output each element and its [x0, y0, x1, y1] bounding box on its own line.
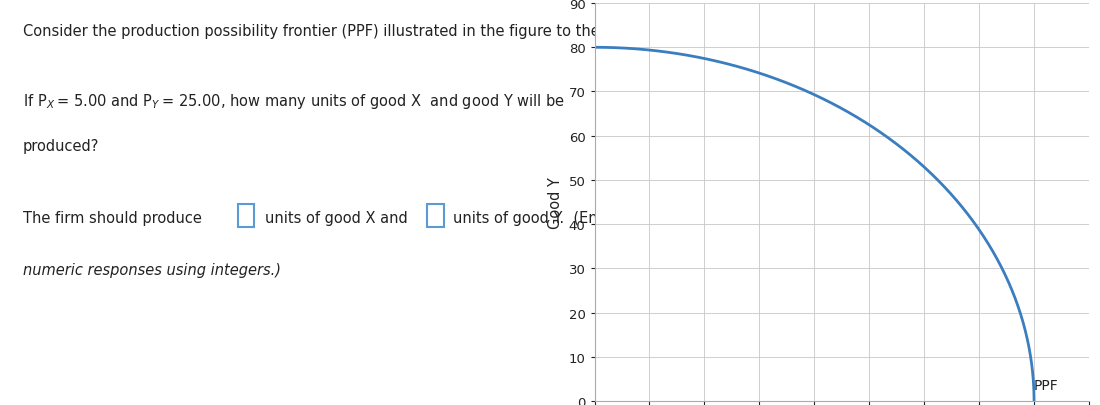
Y-axis label: Good Y: Good Y: [548, 177, 563, 228]
Text: Consider the production possibility frontier (PPF) illustrated in the figure to : Consider the production possibility fron…: [23, 24, 644, 39]
Text: If P$_X$ = 5.00 and P$_Y$ = 25.00, how many units of good X  and good Y will be: If P$_X$ = 5.00 and P$_Y$ = 25.00, how m…: [23, 92, 564, 110]
Text: units of good X and: units of good X and: [265, 211, 408, 226]
Text: units of good Y.  (Enter: units of good Y. (Enter: [453, 211, 619, 226]
Text: produced?: produced?: [23, 139, 99, 154]
Text: PPF: PPF: [1034, 378, 1059, 392]
Text: The firm should produce: The firm should produce: [23, 211, 201, 226]
Text: numeric responses using integers.): numeric responses using integers.): [23, 262, 281, 277]
